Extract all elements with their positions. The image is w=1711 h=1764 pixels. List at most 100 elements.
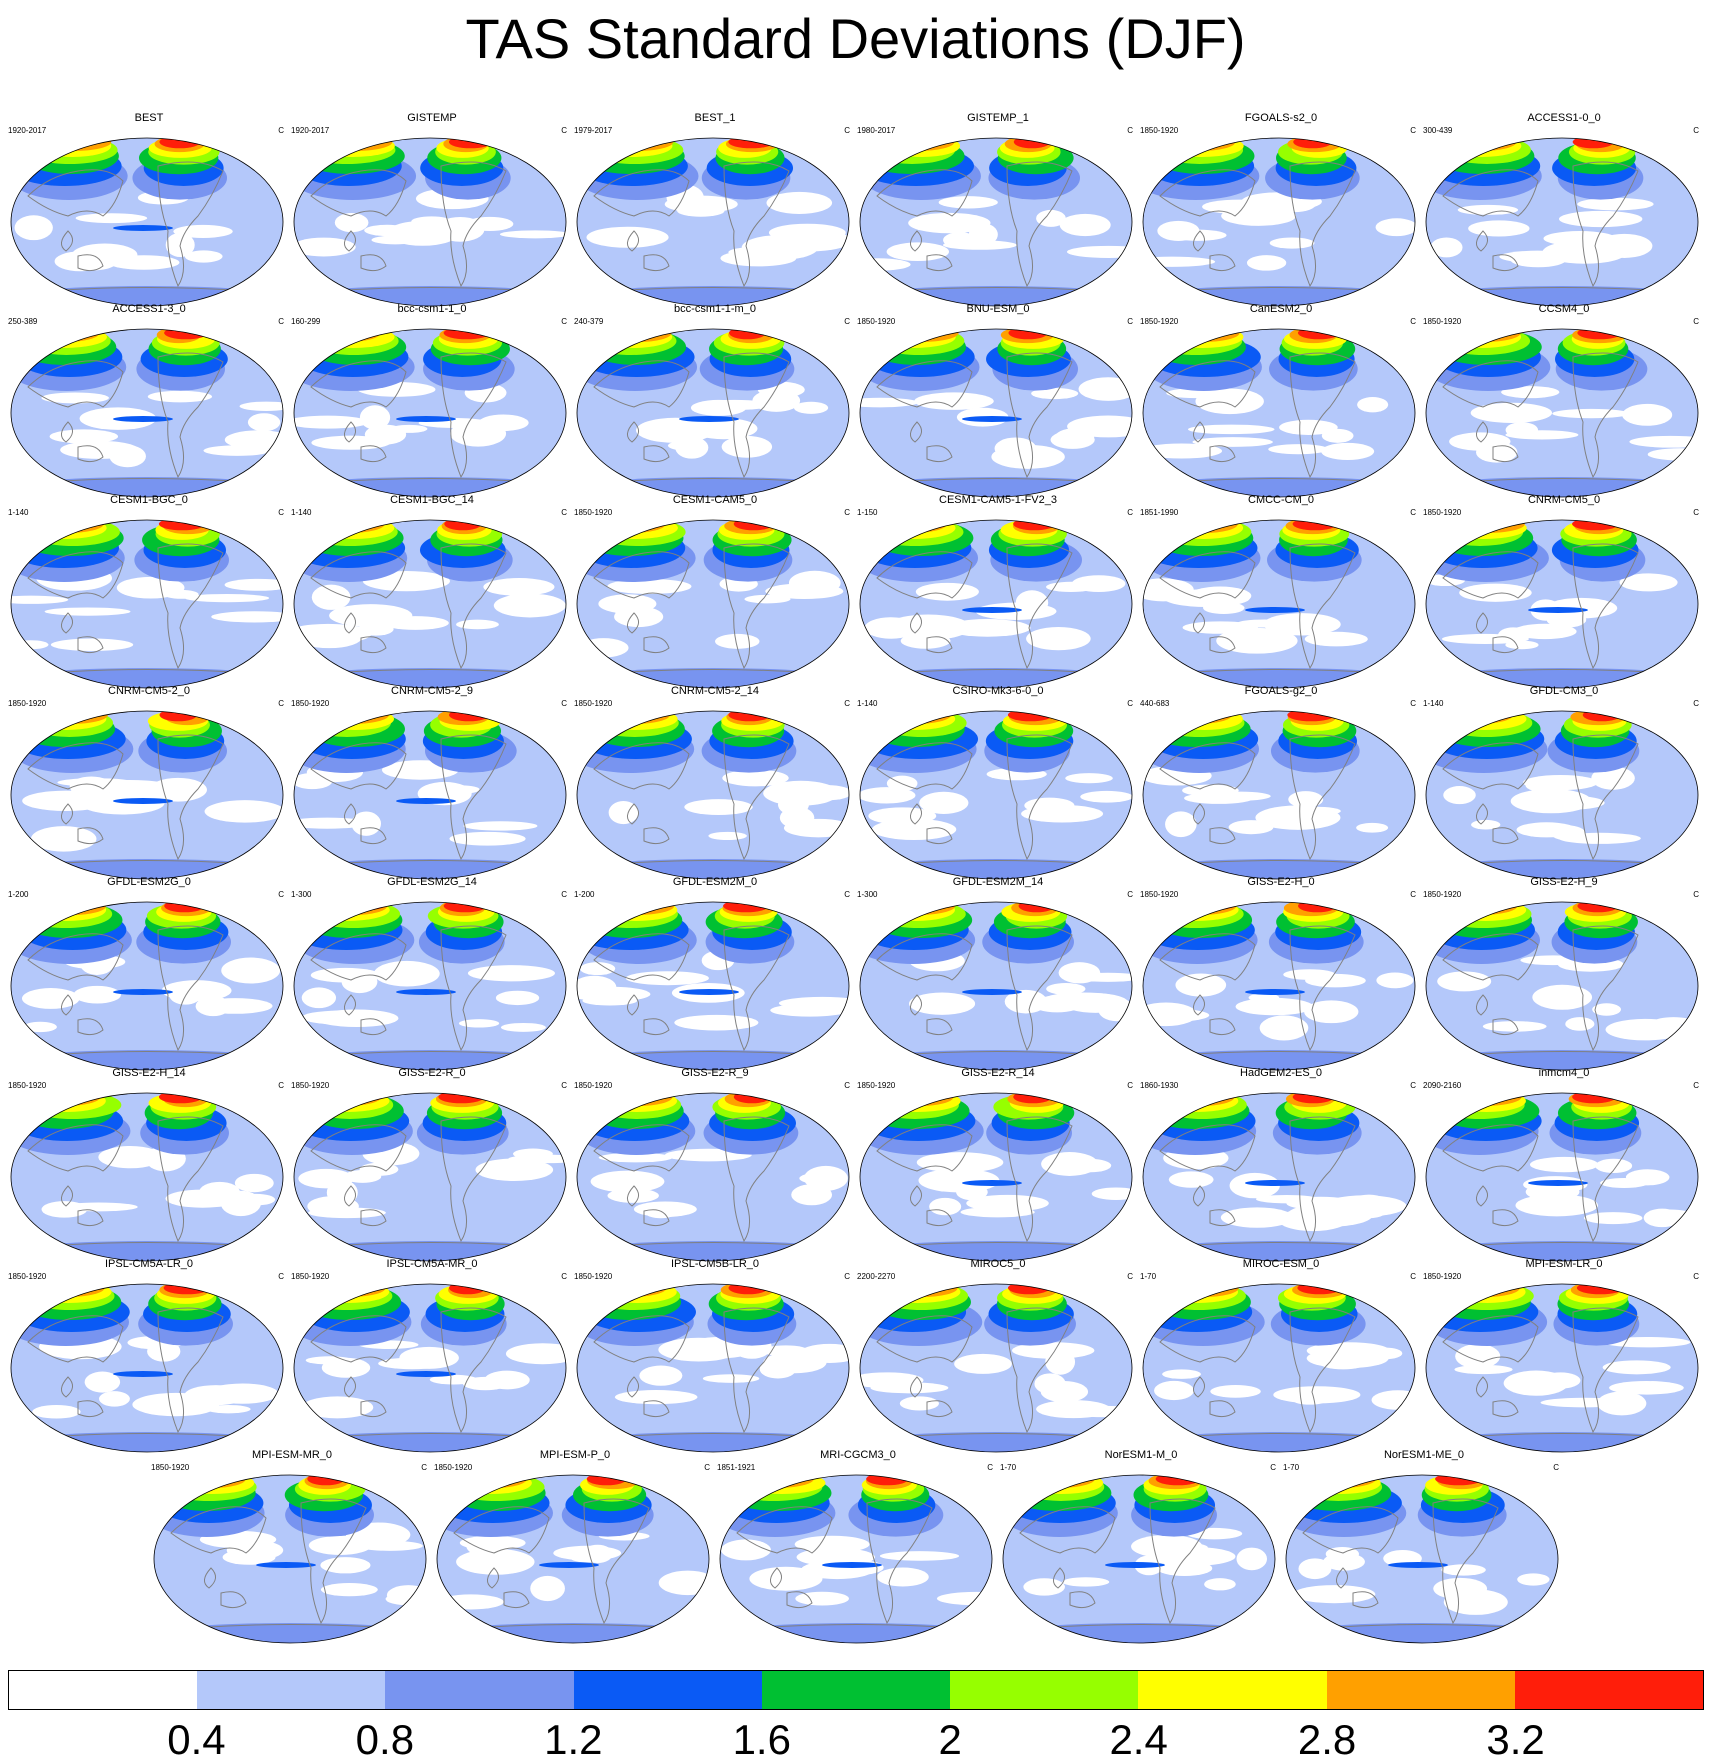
panel-period: 1-200 — [574, 890, 595, 899]
panel-title: HadGEM2-ES_0 — [1240, 1067, 1322, 1079]
panel-unit: C — [278, 317, 284, 326]
panel-title: GISS-E2-H_0 — [1247, 876, 1315, 888]
panel-period: 1850-1920 — [1423, 317, 1462, 326]
map-panel: CCSM4_0 1850-1920 C — [1423, 303, 1705, 503]
panel-unit: C — [1693, 317, 1699, 326]
panel-title: IPSL-CM5A-MR_0 — [386, 1258, 478, 1270]
panel-title: CCSM4_0 — [1538, 303, 1590, 315]
panel-unit: C — [1127, 890, 1133, 899]
panel-unit: C — [561, 699, 567, 708]
map-panel: IPSL-CM5A-MR_0 1850-1920 C — [291, 1258, 573, 1458]
panel-title: CNRM-CM5-2_0 — [108, 685, 190, 697]
panel-title: GISS-E2-H_14 — [112, 1067, 186, 1079]
world-map — [1285, 1474, 1559, 1644]
map-panel: MIROC5_0 2200-2270 C — [857, 1258, 1139, 1458]
panel-unit: C — [704, 1463, 710, 1472]
panel-unit: C — [1693, 699, 1699, 708]
panel-title: GFDL-ESM2G_0 — [107, 876, 191, 888]
panel-title: CanESM2_0 — [1249, 303, 1313, 315]
world-map — [859, 328, 1133, 498]
panel-period: 1850-1920 — [291, 699, 330, 708]
panel-period: 1980-2017 — [857, 126, 896, 135]
colorbar-tick-label: 0.4 — [167, 1716, 226, 1763]
map-panel: GISS-E2-R_14 1850-1920 C — [857, 1067, 1139, 1267]
colorbar-swatch — [761, 1671, 951, 1709]
panel-unit: C — [1693, 890, 1699, 899]
panel-unit: C — [278, 699, 284, 708]
map-panel: ACCESS1-3_0 250-389 C — [8, 303, 290, 503]
world-map — [293, 137, 567, 307]
map-panel: CESM1-BGC_0 1-140 C — [8, 494, 290, 694]
panel-period: 1850-1920 — [1140, 317, 1179, 326]
panel-title: GISS-E2-R_0 — [398, 1067, 466, 1079]
panel-unit: C — [1127, 699, 1133, 708]
map-panel: IPSL-CM5A-LR_0 1850-1920 C — [8, 1258, 290, 1458]
panel-title: ACCESS1-3_0 — [112, 303, 186, 315]
colorbar-tick-label: 2.8 — [1297, 1716, 1357, 1763]
world-map — [576, 519, 850, 689]
panel-period: 1920-2017 — [8, 126, 47, 135]
panel-period: 1850-1920 — [8, 699, 47, 708]
map-panel: FGOALS-g2_0 440-683 C — [1140, 685, 1422, 885]
world-map — [10, 519, 284, 689]
map-panel: GFDL-ESM2G_14 1-300 C — [291, 876, 573, 1076]
colorbar-tick-label: 3.2 — [1486, 1716, 1545, 1763]
panel-unit: C — [561, 508, 567, 517]
panel-period: 1850-1920 — [1423, 508, 1462, 517]
panel-unit: C — [1693, 508, 1699, 517]
map-panel: CESM1-CAM5-1-FV2_3 1-150 C — [857, 494, 1139, 694]
world-map — [859, 710, 1133, 880]
panel-period: 1-140 — [1423, 699, 1444, 708]
world-map — [719, 1474, 993, 1644]
panel-title: CMCC-CM_0 — [1248, 494, 1314, 506]
panel-period: 1-150 — [857, 508, 878, 517]
panel-unit: C — [421, 1463, 427, 1472]
world-map — [859, 1283, 1133, 1453]
world-map — [1425, 137, 1699, 307]
panel-unit: C — [1410, 1081, 1416, 1090]
panel-title: GISS-E2-R_14 — [961, 1067, 1035, 1079]
panel-period: 1850-1920 — [1423, 1272, 1462, 1281]
map-panel: GFDL-ESM2M_0 1-200 C — [574, 876, 856, 1076]
panel-period: 440-683 — [1140, 699, 1170, 708]
panel-period: 1-70 — [1000, 1463, 1017, 1472]
panel-unit: C — [1410, 317, 1416, 326]
map-panel: inmcm4_0 2090-2160 C — [1423, 1067, 1705, 1267]
map-panel: CNRM-CM5_0 1850-1920 C — [1423, 494, 1705, 694]
panel-title: CESM1-CAM5_0 — [672, 494, 758, 506]
panel-period: 1850-1920 — [857, 317, 896, 326]
panel-unit: C — [844, 508, 850, 517]
panel-unit: C — [1127, 1081, 1133, 1090]
panel-unit: C — [844, 1272, 850, 1281]
world-map — [1425, 901, 1699, 1071]
panel-period: 1851-1990 — [1140, 508, 1179, 517]
world-map — [576, 1283, 850, 1453]
world-map — [1142, 1092, 1416, 1262]
world-map — [859, 1092, 1133, 1262]
map-panel: CanESM2_0 1850-1920 C — [1140, 303, 1422, 503]
panel-title: GFDL-CM3_0 — [1529, 685, 1599, 697]
panel-unit: C — [1693, 1272, 1699, 1281]
world-map — [293, 1092, 567, 1262]
map-panel: HadGEM2-ES_0 1860-1930 C — [1140, 1067, 1422, 1267]
panel-period: 1850-1920 — [1140, 890, 1179, 899]
map-panel: GISS-E2-R_9 1850-1920 C — [574, 1067, 856, 1267]
panel-unit: C — [1693, 126, 1699, 135]
colorbar-swatch — [385, 1671, 574, 1709]
panel-title: FGOALS-s2_0 — [1244, 112, 1318, 124]
panel-period: 1850-1920 — [574, 699, 613, 708]
map-panel: GFDL-ESM2M_14 1-300 C — [857, 876, 1139, 1076]
world-map — [436, 1474, 710, 1644]
colorbar — [8, 1670, 1704, 1710]
panel-title: CNRM-CM5-2_9 — [391, 685, 473, 697]
world-map — [1142, 519, 1416, 689]
world-map — [153, 1474, 427, 1644]
panel-title: CESM1-BGC_14 — [390, 494, 474, 506]
panel-period: 1850-1920 — [434, 1463, 473, 1472]
panel-title: bcc-csm1-1_0 — [397, 303, 467, 315]
map-panel: GFDL-CM3_0 1-140 C — [1423, 685, 1705, 885]
panel-unit: C — [278, 890, 284, 899]
panel-period: 1850-1920 — [1140, 126, 1179, 135]
panel-period: 1860-1930 — [1140, 1081, 1179, 1090]
panel-unit: C — [844, 1081, 850, 1090]
